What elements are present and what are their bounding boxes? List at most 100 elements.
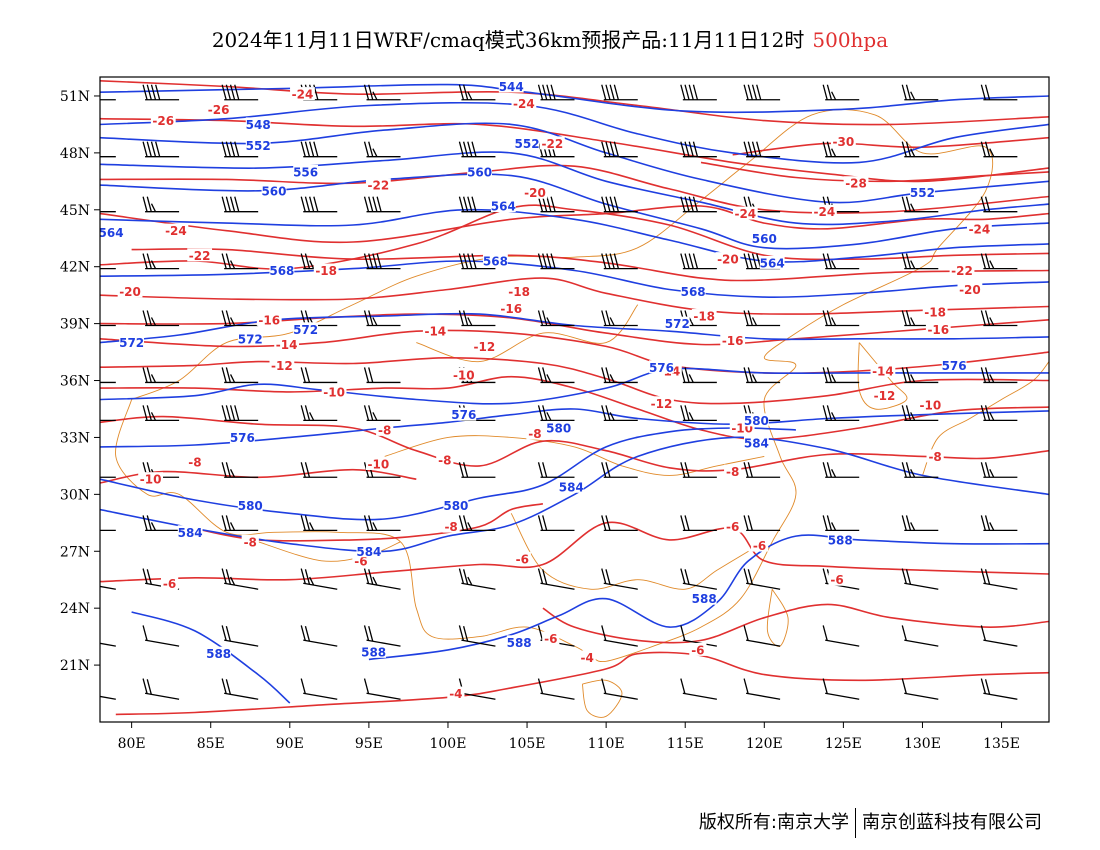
- height-label-bg: [177, 525, 203, 539]
- wind-barb: [680, 678, 717, 700]
- wind-barb: [901, 367, 939, 384]
- wind-barb: [458, 515, 496, 532]
- temperature-contour-label: -14: [276, 338, 298, 352]
- wind-barb: [743, 515, 781, 532]
- temperature-label-bg: [691, 309, 717, 323]
- temperature-label-bg: [163, 223, 189, 237]
- lon-tick-label: 95E: [355, 736, 383, 752]
- temperature-contour-label: -24: [969, 222, 991, 236]
- temperature-label-bg: [724, 464, 742, 478]
- wind-barb: [901, 196, 939, 213]
- temperature-label-bg: [269, 358, 295, 372]
- height-contour-label: 576: [230, 431, 255, 445]
- wind-barb: [980, 515, 1018, 532]
- lon-tick-label: 120E: [746, 736, 783, 752]
- wind-barb: [680, 141, 717, 158]
- wind-barb-layer: [100, 84, 1018, 700]
- wind-barb: [142, 84, 180, 101]
- wind-barb: [458, 310, 496, 327]
- wind-barb: [901, 141, 939, 158]
- lat-tick-label: 30N: [60, 487, 90, 503]
- height-contour-label: 576: [649, 361, 674, 375]
- temperature-contour-label: -24: [292, 88, 314, 102]
- temperature-contour-label: -10: [323, 385, 345, 399]
- wind-barb: [363, 515, 401, 532]
- height-contour-label: 564: [760, 256, 785, 270]
- wind-barb: [300, 625, 338, 647]
- temperature-contour-label: -26: [152, 114, 174, 128]
- wind-barb: [221, 310, 259, 327]
- boundary-line: [115, 109, 994, 663]
- wind-barb: [680, 405, 717, 422]
- temperature-label-bg: [872, 388, 897, 402]
- height-label-bg: [558, 479, 584, 493]
- wind-barb: [901, 678, 939, 700]
- height-contour-label: 584: [744, 437, 769, 451]
- wind-barb: [458, 625, 496, 647]
- wind-barb: [601, 625, 638, 647]
- temperature-label-bg: [313, 263, 339, 277]
- height-label-bg: [245, 138, 271, 152]
- wind-barb: [601, 678, 638, 700]
- wind-barb: [142, 678, 180, 700]
- height-contour-label: 552: [910, 186, 935, 200]
- lat-tick-label: 39N: [60, 317, 90, 333]
- height-contour-label: 580: [238, 499, 263, 513]
- temperature-label-bg: [498, 301, 524, 315]
- wind-barb: [100, 419, 116, 422]
- temperature-label-bg: [442, 519, 460, 533]
- height-contour-line: [100, 208, 1049, 263]
- wind-barb: [601, 405, 638, 422]
- height-contour-label: 552: [515, 137, 540, 151]
- height-contour-label: 584: [559, 480, 584, 494]
- height-contour-label: 572: [665, 317, 690, 331]
- height-contour-label: 584: [356, 545, 381, 559]
- wind-barb: [822, 253, 860, 270]
- height-contour-line: [100, 83, 1049, 114]
- temperature-contour-label: -20: [119, 285, 141, 299]
- wind-barb: [601, 84, 638, 101]
- temperature-label-bg: [843, 176, 869, 190]
- temperature-contour-label: -10: [920, 399, 942, 413]
- wind-barb: [458, 196, 496, 213]
- height-contour-label: 588: [692, 592, 717, 606]
- wind-barb: [221, 367, 259, 384]
- temperature-label-bg: [830, 134, 856, 148]
- wind-barb: [100, 99, 116, 101]
- wind-barb: [822, 462, 860, 478]
- height-label-bg: [664, 316, 690, 330]
- temperature-label-bg: [724, 519, 742, 533]
- height-contour-label: 580: [443, 499, 468, 513]
- temperature-label-bg: [506, 284, 532, 298]
- temperature-contour-line: [100, 204, 1049, 244]
- temperature-contour-label: -12: [271, 359, 293, 373]
- temperature-label-bg: [187, 248, 213, 262]
- wind-barb: [363, 310, 401, 327]
- temperature-label-bg: [436, 453, 454, 467]
- height-label-bg: [941, 358, 967, 372]
- wind-barb: [221, 141, 259, 158]
- temperature-contour-label: -6: [354, 554, 367, 568]
- temperature-contour-label: -6: [163, 577, 176, 591]
- temperature-label-bg: [578, 650, 596, 664]
- height-label-bg: [467, 164, 492, 178]
- temperature-label-bg: [917, 398, 943, 412]
- height-label-bg: [237, 498, 263, 512]
- height-label-bg: [910, 185, 935, 199]
- temperature-contour-line: [100, 277, 1049, 315]
- height-contour-label: 572: [119, 336, 144, 350]
- temperature-contour-label: -24: [734, 207, 756, 221]
- temperature-label-bg: [365, 178, 391, 192]
- wind-barb: [601, 515, 638, 532]
- wind-barb: [601, 253, 638, 270]
- lat-tick-label: 33N: [60, 430, 90, 446]
- wind-barb: [300, 568, 338, 590]
- wind-barb: [363, 678, 401, 700]
- wind-barb: [980, 462, 1018, 478]
- plot-frame: [99, 76, 1050, 723]
- height-contour-label: 584: [178, 526, 203, 540]
- wind-barb: [100, 529, 116, 532]
- wind-barb: [100, 324, 116, 327]
- temperature-contour-label: -20: [959, 283, 981, 297]
